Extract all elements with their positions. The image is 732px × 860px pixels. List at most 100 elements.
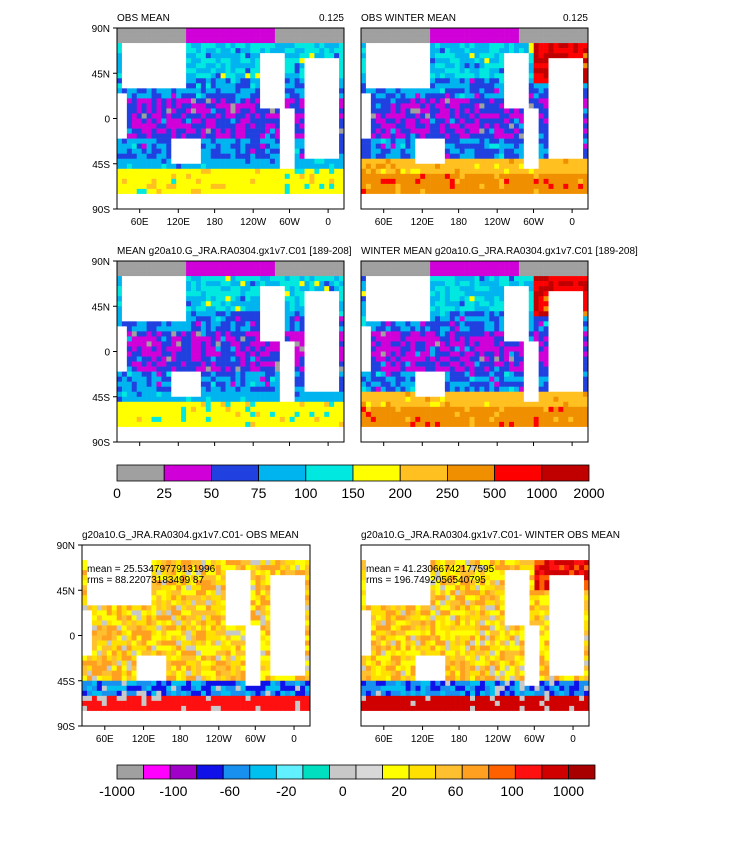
map-cell (543, 188, 549, 195)
map-cell (518, 98, 525, 104)
map-cell (181, 158, 187, 165)
map-cell (141, 336, 147, 342)
map-cell (329, 261, 335, 267)
map-cell (365, 198, 372, 205)
map-cell (215, 83, 221, 89)
map-cell (484, 128, 490, 134)
map-cell (494, 148, 500, 154)
map-cell (339, 351, 345, 357)
map-cell (523, 68, 530, 74)
map-cell (255, 311, 261, 317)
map-cell (314, 436, 320, 443)
map-cell (171, 271, 177, 277)
map-cell (289, 266, 295, 272)
map-cell (578, 83, 584, 89)
map-cell (439, 93, 446, 99)
map-cell (215, 391, 221, 398)
map-cell (225, 436, 231, 443)
map-cell (245, 128, 251, 134)
x-tick-label: 120W (484, 217, 511, 228)
map-cell (420, 38, 426, 44)
map-cell (319, 158, 325, 165)
map-cell (250, 38, 256, 44)
map-cell (230, 78, 236, 84)
map-cell (131, 326, 138, 332)
map-cell (255, 366, 261, 372)
map-cell (126, 48, 133, 54)
map-cell (284, 158, 291, 165)
map-cell (449, 88, 456, 94)
map-cell (504, 203, 510, 210)
map-cell (479, 203, 485, 210)
map-cell (181, 311, 187, 317)
map-cell (260, 361, 266, 367)
map-cell (289, 43, 295, 49)
map-cell (225, 286, 231, 292)
map-cell (151, 371, 157, 377)
map-cell (171, 143, 177, 149)
map-cell (329, 98, 335, 104)
map-cell (235, 301, 241, 307)
map-cell (161, 281, 167, 287)
map-cell (299, 153, 305, 160)
map-cell (420, 118, 426, 124)
map-cell (284, 73, 291, 79)
map-cell (166, 33, 172, 39)
map-cell (121, 178, 128, 185)
map-cell (449, 178, 456, 185)
map-cell (269, 356, 276, 362)
map-cell (240, 118, 246, 124)
map-cell (568, 128, 574, 134)
map-cell (499, 138, 505, 144)
map-cell (274, 416, 281, 423)
map-cell (225, 331, 231, 337)
map-cell (469, 78, 475, 84)
map-cell (430, 153, 436, 160)
map-cell (339, 326, 345, 332)
map-cell (390, 178, 396, 185)
map-cell (329, 356, 335, 362)
map-cell (533, 143, 539, 149)
map-cell (304, 286, 310, 292)
map-cell (181, 143, 187, 149)
map-cell (255, 148, 261, 154)
map-cell (215, 271, 221, 277)
map-cell (240, 316, 246, 322)
map-cell (245, 53, 251, 59)
map-cell (319, 48, 325, 54)
map-cell (161, 53, 167, 59)
map-cell (121, 346, 128, 352)
map-cell (494, 198, 500, 205)
map-cell (151, 306, 157, 312)
map-cell (220, 311, 226, 317)
map-cell (410, 138, 416, 144)
map-cell (225, 153, 231, 160)
map-cell (240, 436, 246, 443)
map-cell (324, 93, 330, 99)
map-cell (274, 203, 281, 210)
map-cell (370, 98, 377, 104)
map-cell (161, 301, 167, 307)
map-cell (166, 426, 172, 433)
map-cell (583, 43, 589, 49)
map-cell (141, 291, 147, 297)
map-cell (205, 271, 212, 277)
map-cell (240, 183, 246, 190)
map-cell (339, 148, 345, 154)
map-cell (299, 143, 305, 149)
map-cell (230, 48, 236, 54)
map-cell (390, 123, 396, 129)
map-cell (289, 411, 295, 418)
x-tick-label: 180 (206, 217, 223, 228)
map-cell (186, 113, 192, 119)
map-cell (269, 113, 276, 119)
map-cell (136, 198, 142, 205)
map-cell (200, 58, 207, 64)
map-cell (558, 28, 564, 34)
map-cell (479, 28, 485, 34)
map-cell (235, 261, 241, 267)
map-cell (161, 421, 167, 428)
map-cell (439, 43, 446, 49)
map-cell (513, 73, 520, 79)
map-cell (299, 416, 305, 423)
